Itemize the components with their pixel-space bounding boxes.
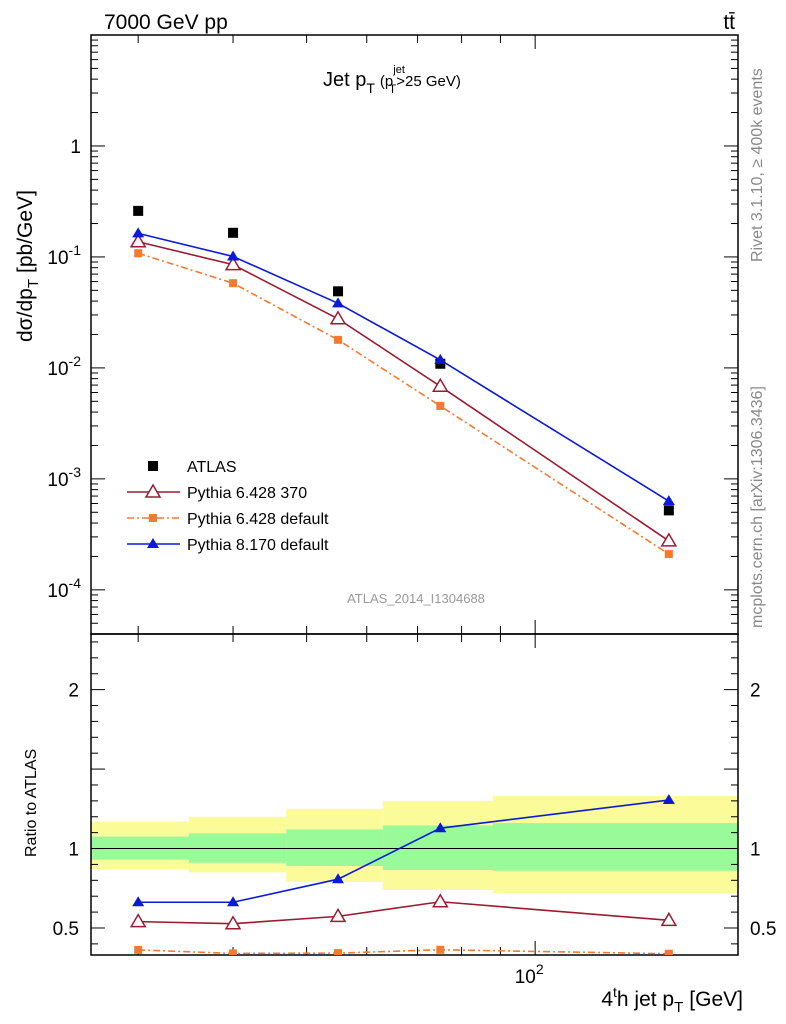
upper-y-label-unit: [pb/GeV] [14, 190, 37, 273]
mcplots-label: mcplots.cern.ch [arXiv:1306.3436] [749, 386, 766, 628]
mc-point-ratio [660, 911, 678, 927]
mc-point-ratio [434, 822, 447, 833]
x-axis-label: 4th jet pT [GeV] [601, 984, 743, 1016]
mc-point-upper [227, 250, 240, 261]
y-tick-label-exponent: -4 [69, 575, 82, 591]
mc-point-upper [229, 279, 238, 288]
y-tick-label-base: 10 [47, 248, 68, 269]
mc-point-upper [134, 249, 143, 258]
band-inner-bin [493, 823, 738, 871]
mc-point-upper [329, 310, 347, 325]
x-tick-label-exponent: 2 [536, 961, 544, 977]
y-tick-label-upper: 1 [70, 137, 81, 158]
y-tick-label-upper: 10-1 [47, 242, 81, 269]
legend-label: Pythia 6.428 default [187, 511, 329, 528]
header-left: 7000 GeV pp [104, 11, 228, 34]
data-point-atlas [133, 205, 144, 216]
plot-title-cut-sup: jet [392, 64, 405, 76]
mc-point-ratio [129, 913, 147, 928]
mc-point-upper [664, 550, 673, 559]
y-tick-label-exponent: -2 [69, 353, 82, 369]
mc-point-ratio [431, 893, 449, 908]
mc-point-upper [431, 377, 449, 393]
lower-y-axis-label: Ratio to ATLAS [23, 749, 40, 857]
series-line-ratio [138, 948, 669, 955]
y-tick-label-lower-left: 0.5 [53, 919, 79, 940]
mc-point-ratio [224, 915, 242, 930]
mc-point-ratio [664, 949, 673, 955]
x-label-sub: T [674, 999, 683, 1016]
upper-y-label-sub: T [25, 279, 42, 288]
y-tick-label-upper: 10-2 [47, 353, 81, 380]
data-point-atlas [663, 505, 674, 516]
plot-title: Jet pT (pjet T>25 GeV) [323, 64, 461, 96]
ratio-uncertainty-bands [91, 796, 738, 894]
y-tick-label-base: 10 [47, 581, 68, 602]
mc-point-upper [132, 227, 145, 238]
mc-point-ratio [132, 896, 145, 907]
plot-title-cut-open: (p [380, 73, 393, 90]
mc-point-upper [332, 297, 345, 308]
y-tick-label-lower-right: 2 [750, 681, 761, 702]
upper-series-layer [129, 205, 678, 559]
data-point-atlas [228, 227, 239, 238]
x-label-pre: 4 [601, 988, 613, 1011]
analysis-id: ATLAS_2014_I1304688 [347, 591, 485, 606]
legend-label: Pythia 6.428 370 [187, 485, 307, 502]
upper-y-axis-label: dσ/dpT [pb/GeV] [14, 190, 42, 342]
rivet-label: Rivet 3.1.10, ≥ 400k events [749, 68, 766, 262]
mc-point-ratio [329, 907, 347, 923]
legend-label: Pythia 8.170 default [187, 537, 329, 554]
legend-marker [148, 461, 158, 471]
ratio-series-layer [129, 794, 678, 955]
mc-point-ratio [334, 949, 343, 955]
header-right: tt̄ [723, 11, 735, 34]
legend-marker [147, 538, 159, 548]
plot-title-main: Jet p [323, 69, 366, 91]
mc-point-ratio [662, 794, 675, 805]
x-label-unit: [GeV] [689, 988, 743, 1011]
mc-point-upper [129, 233, 147, 248]
mc-point-upper [224, 256, 242, 271]
legend: ATLAS Pythia 6.428 370 Pythia 6.428 defaul… [127, 459, 329, 554]
x-label-sup: t [613, 984, 617, 1000]
legend-marker [149, 514, 157, 522]
y-tick-label-lower-right: 0.5 [750, 919, 776, 940]
y-tick-label-lower-right: 1 [750, 840, 761, 861]
mc-point-upper [436, 401, 445, 410]
y-tick-label-upper: 10-4 [47, 575, 81, 602]
y-tick-label-base: 10 [47, 359, 68, 380]
mc-point-upper [434, 353, 447, 364]
y-tick-label-base: 10 [47, 470, 68, 491]
mc-point-ratio [332, 873, 345, 884]
y-tick-label-exponent: -1 [69, 242, 82, 258]
x-label-mid: h jet p [617, 988, 674, 1011]
lower-panel-frame [90, 633, 739, 956]
x-tick-label: 102 [515, 961, 544, 988]
legend-label: ATLAS [187, 459, 237, 476]
band-inner-bin [286, 829, 383, 867]
mc-point-upper [662, 495, 675, 506]
upper-y-label-main: dσ/dp [14, 288, 37, 342]
mc-point-upper [660, 532, 678, 547]
plot-title-cut-sub: T [389, 82, 397, 96]
data-point-atlas [333, 286, 344, 297]
x-tick-label-base: 10 [515, 967, 536, 988]
y-tick-label-lower-left: 2 [68, 681, 79, 702]
series-line-upper [137, 252, 670, 555]
y-tick-label-exponent: -3 [69, 464, 82, 480]
mc-point-ratio [227, 896, 240, 907]
y-tick-label-lower-left: 1 [68, 840, 79, 861]
mc-point-ratio [229, 949, 238, 955]
y-tick-label-upper: 10-3 [47, 464, 81, 491]
mc-point-ratio [436, 945, 445, 954]
mc-point-upper [334, 335, 343, 344]
mc-point-ratio [134, 945, 143, 954]
legend-marker [144, 483, 162, 498]
plot-title-cut-close: >25 GeV) [396, 73, 461, 90]
series-line-ratio [138, 900, 669, 925]
plot-title-sub: T [366, 80, 375, 96]
